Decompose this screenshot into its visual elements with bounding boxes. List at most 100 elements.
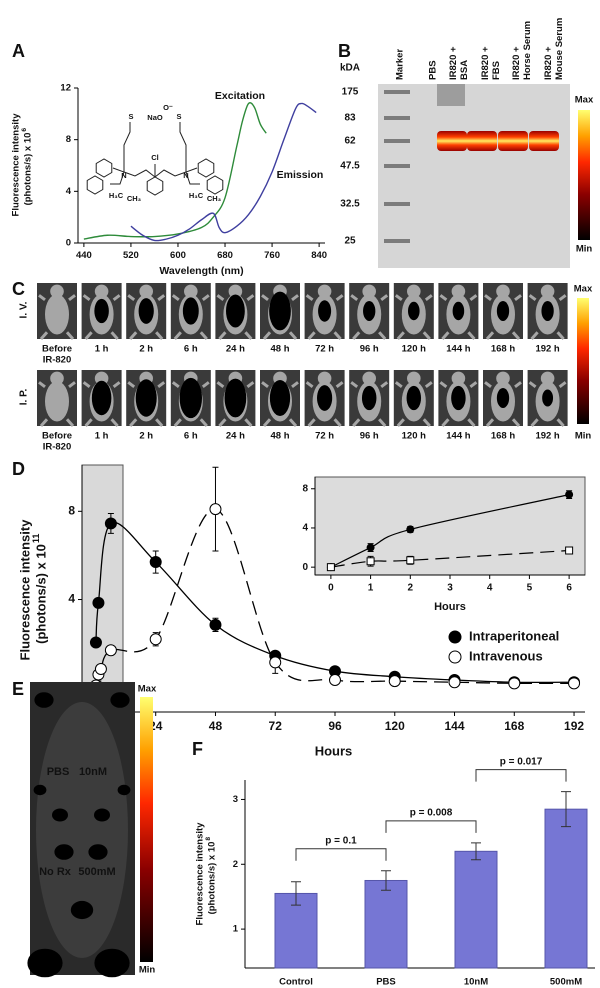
signal-core <box>365 390 374 404</box>
structure-bond <box>179 122 187 172</box>
ladder-band <box>384 90 410 94</box>
timepoint-label: 72 h <box>315 431 334 442</box>
x-tick-label: 2 <box>408 583 414 594</box>
fluorescent-band <box>437 131 467 151</box>
mouse-limbs <box>261 294 299 340</box>
signal-core <box>120 787 128 793</box>
structure-bond <box>123 122 131 172</box>
scale-min: Min <box>576 244 593 255</box>
significance-bracket <box>295 848 387 861</box>
mouse-body <box>36 702 128 958</box>
mouse-head <box>94 371 109 386</box>
structure-label: S <box>128 112 133 121</box>
region-label: PBS <box>47 766 70 778</box>
x-tick-label: 96 <box>328 719 342 733</box>
signal-core <box>140 387 152 407</box>
timepoint-label: 144 h <box>446 431 470 442</box>
series-line <box>130 102 317 242</box>
timepoint-label: 24 h <box>226 431 245 442</box>
marker-size: 62 <box>344 136 356 147</box>
signal-core <box>544 392 551 402</box>
x-tick-label: 48 <box>209 719 223 733</box>
x-tick-label: 6 <box>566 583 572 594</box>
x-axis-label: Hours <box>315 743 353 758</box>
x-tick-label: 5 <box>527 583 533 594</box>
mouse-head <box>451 284 466 299</box>
structure-bond <box>123 169 156 178</box>
y-axis-exponent: 8 <box>205 837 212 841</box>
x-tick-label: 840 <box>311 250 327 261</box>
smear <box>437 84 465 106</box>
signal-core <box>499 304 507 316</box>
mouse-head <box>496 284 510 299</box>
signal-core <box>274 387 286 407</box>
error-bar <box>381 870 391 891</box>
legend-label: Intraperitoneal <box>469 628 559 643</box>
signal-core <box>184 386 197 408</box>
mouse-head <box>139 284 153 299</box>
x-tick-label: 72 <box>269 719 283 733</box>
structure-bond <box>185 167 200 185</box>
mouse-limbs <box>528 381 567 427</box>
lane-label: PBS <box>428 60 439 80</box>
structure-ring <box>206 175 224 195</box>
mouse-limbs <box>439 294 478 340</box>
mouse-limbs <box>38 294 76 340</box>
marker-size: 47.5 <box>340 161 360 172</box>
significance-bracket <box>475 769 567 782</box>
data-point <box>508 677 521 690</box>
structure-bond <box>154 169 187 178</box>
mouse-limbs <box>261 381 299 427</box>
region-label: 500mM <box>78 866 115 878</box>
x-tick-label: 500mM <box>550 977 582 988</box>
mouse-limbs <box>171 294 210 340</box>
lane-label: IR820 + <box>480 46 491 80</box>
timepoint-label: 6 h <box>184 431 198 442</box>
marker-size: 83 <box>344 113 356 124</box>
y-tick-label: 4 <box>66 186 72 197</box>
structure-ring <box>95 158 113 178</box>
signal-core <box>499 391 507 403</box>
data-point <box>269 656 282 669</box>
timepoint-label: 1 h <box>95 431 109 442</box>
lane-label: Marker <box>395 49 406 80</box>
data-point <box>366 543 375 552</box>
x-tick-label: 144 <box>445 719 465 733</box>
panel-label: C <box>12 279 25 299</box>
mouse-head <box>50 371 64 386</box>
mouse-head <box>228 284 243 299</box>
bar <box>544 808 588 969</box>
y-tick-label: 8 <box>66 134 71 145</box>
y-tick-label: 12 <box>60 83 71 94</box>
x-tick-label: 10nM <box>464 977 488 988</box>
mouse-head <box>184 284 198 299</box>
p-value: p = 0.017 <box>500 756 543 767</box>
signal-core <box>455 305 462 315</box>
signal-core <box>544 304 551 316</box>
data-point <box>388 675 401 688</box>
mouse-limbs <box>439 381 478 427</box>
timepoint-label: 72 h <box>315 344 334 355</box>
lane-label: IR820 + <box>543 46 554 80</box>
mouse-body <box>45 294 69 335</box>
x-tick-label: 680 <box>217 250 233 261</box>
y-tick-label: 0 <box>302 562 308 573</box>
structure-ring <box>197 158 215 178</box>
signal-core <box>103 956 121 970</box>
timepoint-label: Before <box>42 344 72 355</box>
timepoint-label: 2 h <box>139 344 153 355</box>
gel-image <box>378 84 570 268</box>
x-tick-label: 4 <box>487 583 493 594</box>
scale-max: Max <box>138 684 157 695</box>
signal-core <box>366 304 373 316</box>
kda-label: kDA <box>340 63 360 74</box>
bar <box>364 879 408 969</box>
signal-core <box>410 390 418 404</box>
data-point <box>406 556 415 565</box>
timepoint-label: 192 h <box>535 344 559 355</box>
mouse-head <box>317 371 332 386</box>
y-tick-label: 8 <box>68 503 75 517</box>
legend-label: Intravenous <box>469 648 543 663</box>
lane-label: Mouse Serum <box>554 18 565 80</box>
